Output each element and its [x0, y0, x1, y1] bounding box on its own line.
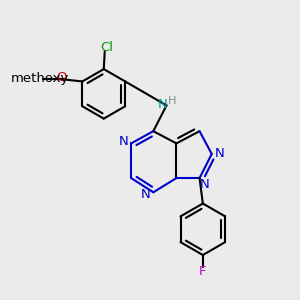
- Text: F: F: [199, 266, 207, 278]
- Text: N: N: [140, 188, 150, 201]
- Text: O: O: [56, 71, 67, 84]
- Text: N: N: [215, 148, 225, 160]
- Text: methoxy: methoxy: [11, 72, 69, 85]
- Text: N: N: [200, 178, 209, 190]
- Text: Cl: Cl: [100, 41, 113, 54]
- Text: N: N: [158, 98, 167, 111]
- Text: N: N: [118, 135, 128, 148]
- Text: H: H: [168, 97, 177, 106]
